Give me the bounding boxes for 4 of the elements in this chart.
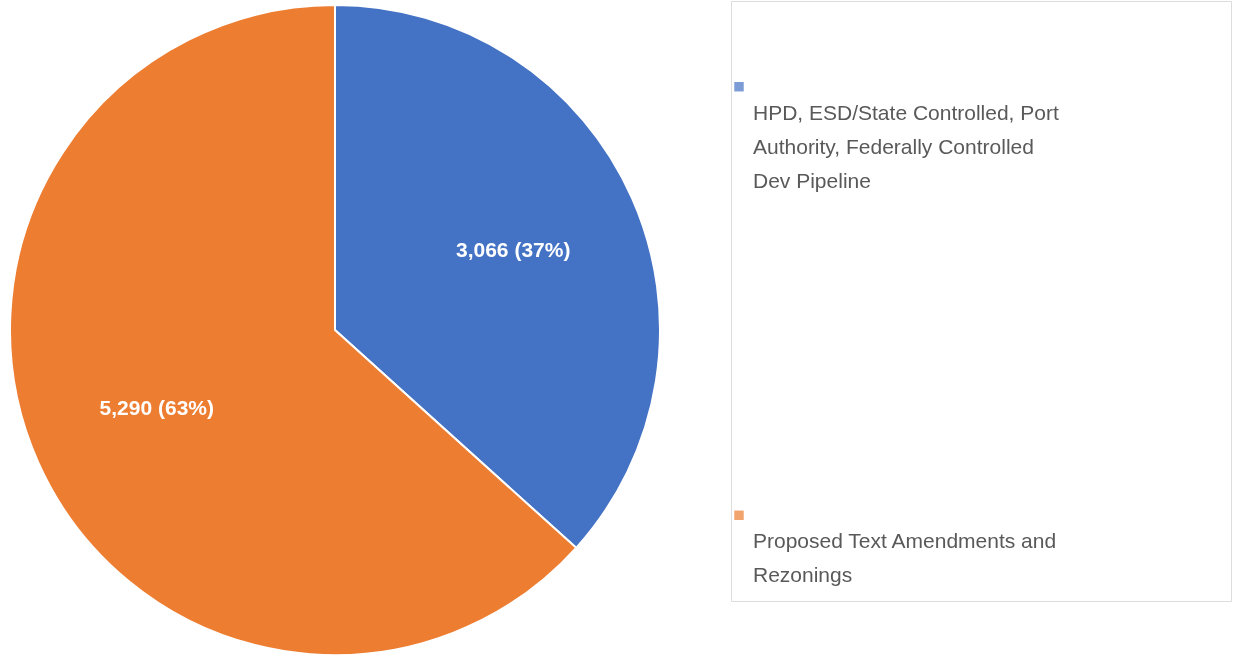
data-label: 5,290 (63%) (99, 396, 214, 420)
data-label: 3,066 (37%) (456, 237, 571, 261)
legend-label: Proposed Text Amendments and Rezonings (753, 529, 1057, 587)
legend-label: HPD, ESD/State Controlled, Port Authority, Federally Controlled Dev Pipeline (753, 100, 1059, 192)
